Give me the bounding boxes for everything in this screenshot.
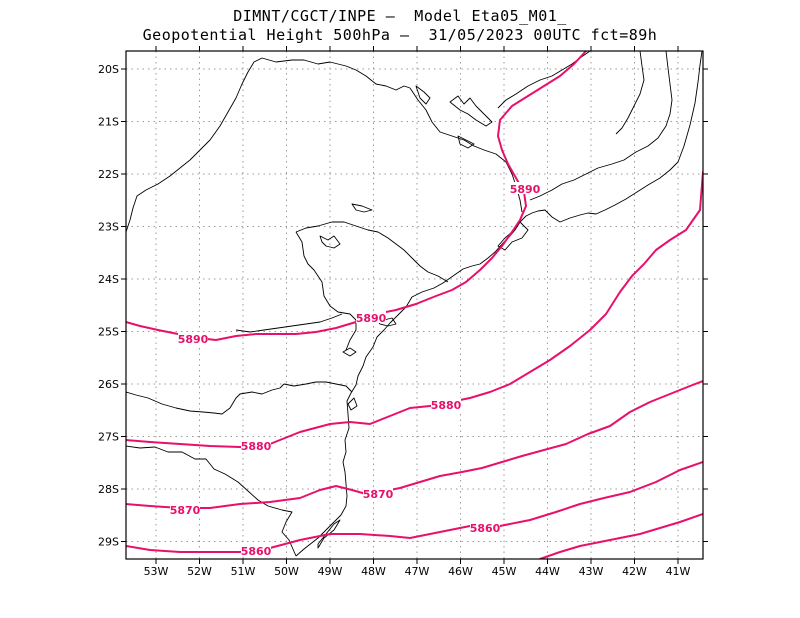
lat-tick-label: 20S (98, 63, 119, 76)
plot-frame (125, 50, 704, 560)
contour-label: 5870 (363, 488, 394, 501)
lon-tick-label: 53W (144, 565, 169, 578)
reservoir (351, 203, 373, 213)
border-rj-mg (529, 51, 673, 201)
lat-tick-label: 29S (98, 536, 119, 549)
contour-label: 5880 (241, 440, 272, 453)
border-pr-sp (295, 221, 449, 283)
contour-label-bg (178, 332, 208, 344)
lat-tick-label: 25S (98, 326, 119, 339)
lon-tick-label: 48W (361, 565, 386, 578)
border-sc-rs (283, 381, 353, 393)
border-argentina-rs (126, 383, 285, 415)
lon-tick-label: 52W (187, 565, 212, 578)
contour-5880 (126, 171, 703, 448)
contour-label: 5860 (241, 545, 272, 558)
coast-lagoon (317, 519, 341, 549)
axis-ticks (121, 46, 708, 564)
contours (126, 51, 703, 559)
contour-labels: 5890 5890 5890 5880 5880 5870 5870 5860 5860 (170, 182, 541, 558)
coast-island (342, 347, 357, 357)
contour-label: 5890 (356, 312, 387, 325)
border-mg-es (615, 51, 645, 135)
border-parana-river (295, 231, 357, 351)
contour-5860 (126, 461, 703, 553)
axis-tick-labels: 20S 21S 22S 23S 24S 25S 26S 27S 28S 29S 53W 52W 51W 5… (98, 63, 691, 578)
contour-label: 5880 (431, 399, 462, 412)
contour-label: 5890 (510, 183, 541, 196)
contour-label: 5860 (470, 522, 501, 535)
contour-label: 5890 (178, 333, 209, 346)
border-uruguay (126, 445, 297, 557)
reservoir (319, 235, 341, 249)
lon-tick-label: 42W (622, 565, 647, 578)
contour-label-bg (431, 398, 461, 410)
lat-tick-label: 21S (98, 116, 119, 129)
map-title-line1: DIMNT/CGCT/INPE – Model Eta05_M01_ (233, 7, 567, 25)
coast-island (347, 397, 358, 411)
reservoir (457, 135, 475, 149)
reservoir (449, 95, 493, 127)
border-ms-sp (261, 57, 411, 91)
lon-tick-label: 44W (535, 565, 560, 578)
lat-tick-label: 23S (98, 221, 119, 234)
map-title-line2: Geopotential Height 500hPa – 31/05/2023 … (142, 26, 658, 44)
contour-5860-lower (539, 513, 703, 559)
graticule (126, 51, 703, 559)
contour-label-bg (170, 503, 200, 515)
lon-tick-label: 51W (231, 565, 256, 578)
contour-label: 5870 (170, 504, 201, 517)
coastline-atlantic (295, 51, 703, 557)
coastlines-borders (126, 51, 703, 557)
border-sp-mg (409, 87, 523, 213)
contour-label-bg (363, 487, 393, 499)
lon-tick-label: 46W (448, 565, 473, 578)
lon-tick-label: 47W (405, 565, 430, 578)
lon-tick-label: 49W (318, 565, 343, 578)
lon-tick-label: 45W (492, 565, 517, 578)
contour-label-bg (241, 439, 271, 451)
lat-tick-label: 27S (98, 431, 119, 444)
lon-tick-label: 41W (666, 565, 691, 578)
contour-label-bg (510, 182, 540, 194)
contour-label-bg (470, 521, 500, 533)
contour-label-bg (356, 311, 386, 323)
contour-label-bg (241, 544, 271, 556)
reservoir (415, 85, 431, 105)
contour-5870 (126, 380, 703, 509)
lat-tick-label: 28S (98, 483, 119, 496)
lon-tick-label: 50W (274, 565, 299, 578)
lon-tick-label: 43W (579, 565, 604, 578)
lat-tick-label: 24S (98, 273, 119, 286)
contour-5890 (126, 51, 587, 341)
border-sc-pr (235, 313, 343, 333)
border-mg-rj-es (497, 51, 591, 109)
border-paraguay (126, 57, 263, 233)
lat-tick-label: 26S (98, 378, 119, 391)
lat-tick-label: 22S (98, 168, 119, 181)
